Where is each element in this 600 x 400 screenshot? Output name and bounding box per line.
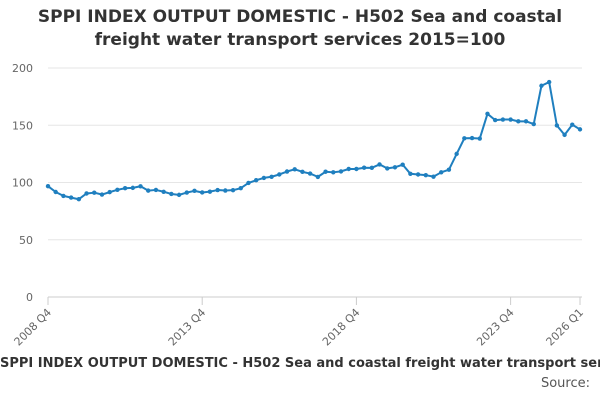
data-point-58[interactable] [492, 117, 498, 123]
y-tick-label-50: 50 [19, 234, 33, 247]
data-point-32[interactable] [292, 167, 297, 172]
data-point-35[interactable] [315, 174, 321, 180]
data-point-16[interactable] [169, 191, 174, 197]
x-tick-label-2: 2018 Q4 [320, 306, 363, 349]
data-point-68[interactable] [570, 122, 575, 127]
data-point-11[interactable] [130, 185, 136, 191]
data-point-50[interactable] [431, 174, 436, 179]
chart-title: SPPI INDEX OUTPUT DOMESTIC - H502 Sea an… [0, 6, 600, 52]
data-point-67[interactable] [562, 132, 567, 138]
data-point-29[interactable] [269, 174, 274, 179]
data-point-4[interactable] [76, 197, 82, 202]
chart-title-line-1: SPPI INDEX OUTPUT DOMESTIC - H502 Sea an… [37, 7, 563, 27]
data-point-22[interactable] [215, 187, 220, 193]
legend-series-label: SPPI INDEX OUTPUT DOMESTIC - H502 Sea an… [0, 356, 600, 371]
data-point-28[interactable] [261, 175, 267, 181]
axes [47, 296, 582, 305]
data-point-69[interactable] [577, 127, 583, 132]
data-point-65[interactable] [546, 79, 552, 85]
data-point-44[interactable] [385, 166, 390, 171]
data-point-31[interactable] [284, 169, 290, 174]
data-point-61[interactable] [516, 119, 521, 124]
data-point-21[interactable] [207, 189, 213, 194]
data-point-37[interactable] [331, 170, 336, 175]
x-tick-label-1: 2013 Q4 [166, 306, 209, 349]
data-point-39[interactable] [346, 166, 351, 172]
data-point-60[interactable] [508, 117, 513, 122]
y-tick-label-150: 150 [12, 119, 33, 132]
data-point-42[interactable] [369, 165, 375, 171]
x-tick-label-4: 2026 Q1 [544, 306, 587, 349]
data-point-38[interactable] [338, 169, 344, 174]
data-point-59[interactable] [500, 117, 506, 122]
data-point-40[interactable] [354, 166, 359, 172]
data-point-13[interactable] [146, 188, 151, 193]
data-point-23[interactable] [223, 188, 228, 193]
data-point-34[interactable] [307, 171, 313, 176]
data-point-14[interactable] [153, 187, 159, 193]
data-point-64[interactable] [539, 83, 544, 88]
data-point-18[interactable] [184, 190, 189, 195]
data-point-27[interactable] [253, 178, 259, 183]
series-line-group [47, 81, 581, 201]
y-tick-label-100: 100 [12, 177, 33, 190]
x-tick-label-3: 2023 Q4 [474, 306, 517, 349]
data-point-66[interactable] [554, 123, 560, 128]
data-point-55[interactable] [469, 135, 475, 141]
data-point-0[interactable] [45, 183, 51, 189]
x-tick-label-0: 2008 Q4 [12, 306, 55, 349]
data-point-51[interactable] [439, 170, 444, 175]
data-point-19[interactable] [192, 188, 197, 194]
data-point-48[interactable] [415, 172, 421, 177]
data-point-46[interactable] [400, 162, 405, 167]
data-point-25[interactable] [238, 186, 243, 191]
data-point-10[interactable] [122, 186, 128, 191]
tick-labels-group: 0 50 100 150 200 2008 Q4 2013 Q4 2018 Q4 2023 Q4… [12, 62, 587, 348]
data-point-26[interactable] [246, 180, 251, 186]
data-point-62[interactable] [523, 119, 529, 124]
data-point-17[interactable] [176, 192, 182, 198]
data-point-5[interactable] [84, 191, 89, 196]
data-point-3[interactable] [68, 195, 74, 200]
y-tick-label-200: 200 [12, 62, 33, 75]
data-point-56[interactable] [477, 136, 482, 141]
data-point-12[interactable] [138, 184, 143, 189]
data-point-2[interactable] [61, 193, 66, 199]
data-point-57[interactable] [485, 111, 490, 117]
series-line [47, 81, 581, 201]
data-point-41[interactable] [361, 165, 367, 170]
data-point-9[interactable] [115, 187, 120, 193]
chart-title-line-2: freight water transport services 2015=10… [94, 30, 506, 50]
series-points-group [45, 79, 583, 202]
data-point-49[interactable] [423, 172, 428, 178]
data-point-1[interactable] [53, 189, 58, 195]
y-tick-label-0: 0 [26, 291, 33, 304]
data-point-63[interactable] [531, 121, 536, 127]
data-point-52[interactable] [446, 167, 452, 172]
gridlines [48, 67, 582, 298]
data-point-20[interactable] [200, 190, 205, 195]
data-point-6[interactable] [92, 190, 97, 195]
data-point-45[interactable] [392, 165, 398, 170]
data-point-7[interactable] [99, 192, 105, 197]
source-label: Source: [540, 376, 590, 391]
data-point-53[interactable] [454, 151, 459, 157]
data-point-36[interactable] [323, 169, 328, 174]
data-point-33[interactable] [300, 169, 305, 175]
data-point-30[interactable] [277, 172, 282, 177]
data-point-54[interactable] [462, 136, 467, 141]
data-point-15[interactable] [161, 189, 166, 194]
data-point-8[interactable] [107, 189, 112, 195]
data-point-43[interactable] [377, 162, 382, 167]
data-point-24[interactable] [230, 187, 236, 193]
data-point-47[interactable] [408, 171, 413, 176]
